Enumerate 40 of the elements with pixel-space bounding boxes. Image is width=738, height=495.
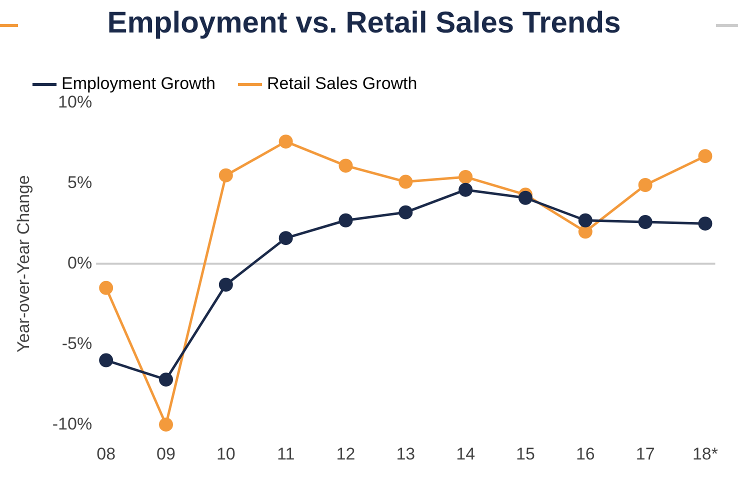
point bbox=[99, 280, 114, 295]
y-tick-label: -10% bbox=[52, 414, 92, 434]
x-tick-label: 13 bbox=[396, 444, 416, 464]
y-tick-label: -5% bbox=[62, 334, 92, 353]
point bbox=[698, 149, 712, 164]
point bbox=[278, 231, 293, 246]
point bbox=[159, 418, 173, 432]
x-tick-label: 14 bbox=[456, 444, 476, 464]
legend-label: Employment Growth bbox=[62, 74, 216, 94]
x-tick-label: 12 bbox=[336, 444, 356, 464]
point bbox=[338, 213, 353, 228]
point bbox=[458, 170, 473, 184]
legend-label: Retail Sales Growth bbox=[266, 74, 418, 94]
point bbox=[218, 168, 233, 182]
x-tick-label: 11 bbox=[277, 444, 295, 464]
chart-title: Employment vs. Retail Sales Trends bbox=[107, 6, 621, 40]
point bbox=[578, 213, 592, 228]
point bbox=[398, 205, 413, 220]
point bbox=[278, 134, 293, 149]
y-tick-label: 10% bbox=[58, 92, 92, 112]
point bbox=[458, 182, 473, 197]
y-tick-label: 0% bbox=[68, 253, 92, 272]
y-tick-label: 5% bbox=[68, 173, 92, 192]
point bbox=[398, 174, 413, 189]
point bbox=[518, 190, 532, 205]
point bbox=[99, 353, 114, 368]
x-tick-label: 09 bbox=[156, 444, 176, 464]
point bbox=[638, 214, 652, 229]
x-tick-label: 16 bbox=[576, 444, 595, 464]
point bbox=[638, 178, 652, 192]
point bbox=[698, 216, 712, 231]
x-tick-label: 10 bbox=[216, 444, 236, 464]
y-axis-title: Year-over-Year Change bbox=[14, 175, 33, 352]
x-tick-label: 18* bbox=[692, 444, 718, 464]
point bbox=[218, 278, 233, 292]
point bbox=[159, 372, 173, 387]
x-tick-label: 15 bbox=[516, 444, 535, 464]
x-tick-label: 08 bbox=[96, 444, 116, 464]
x-tick-label: 17 bbox=[636, 444, 655, 464]
point bbox=[338, 158, 353, 173]
